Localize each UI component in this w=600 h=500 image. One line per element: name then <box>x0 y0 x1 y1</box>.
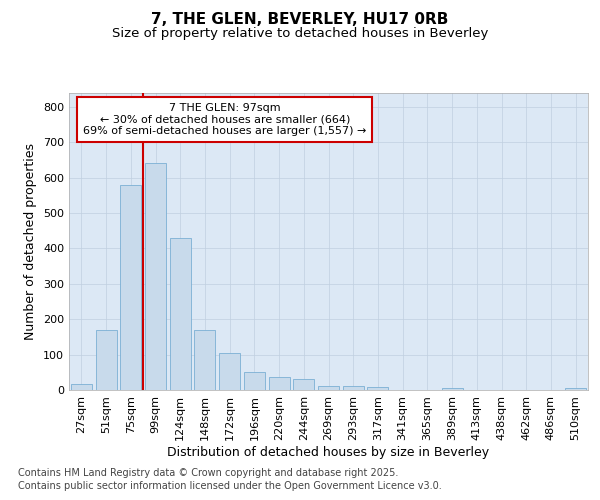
Bar <box>244 372 265 390</box>
Bar <box>318 386 339 390</box>
Bar <box>219 353 240 390</box>
Bar <box>442 388 463 390</box>
X-axis label: Distribution of detached houses by size in Beverley: Distribution of detached houses by size … <box>167 446 490 458</box>
Y-axis label: Number of detached properties: Number of detached properties <box>25 143 37 340</box>
Bar <box>343 386 364 390</box>
Bar <box>269 376 290 390</box>
Text: Contains HM Land Registry data © Crown copyright and database right 2025.: Contains HM Land Registry data © Crown c… <box>18 468 398 477</box>
Text: Size of property relative to detached houses in Beverley: Size of property relative to detached ho… <box>112 28 488 40</box>
Text: 7 THE GLEN: 97sqm
← 30% of detached houses are smaller (664)
69% of semi-detache: 7 THE GLEN: 97sqm ← 30% of detached hous… <box>83 103 367 136</box>
Bar <box>71 384 92 390</box>
Bar <box>145 164 166 390</box>
Text: Contains public sector information licensed under the Open Government Licence v3: Contains public sector information licen… <box>18 481 442 491</box>
Text: 7, THE GLEN, BEVERLEY, HU17 0RB: 7, THE GLEN, BEVERLEY, HU17 0RB <box>151 12 449 28</box>
Bar <box>95 330 116 390</box>
Bar <box>170 238 191 390</box>
Bar <box>120 186 141 390</box>
Bar <box>194 330 215 390</box>
Bar <box>367 387 388 390</box>
Bar <box>293 378 314 390</box>
Bar <box>565 388 586 390</box>
